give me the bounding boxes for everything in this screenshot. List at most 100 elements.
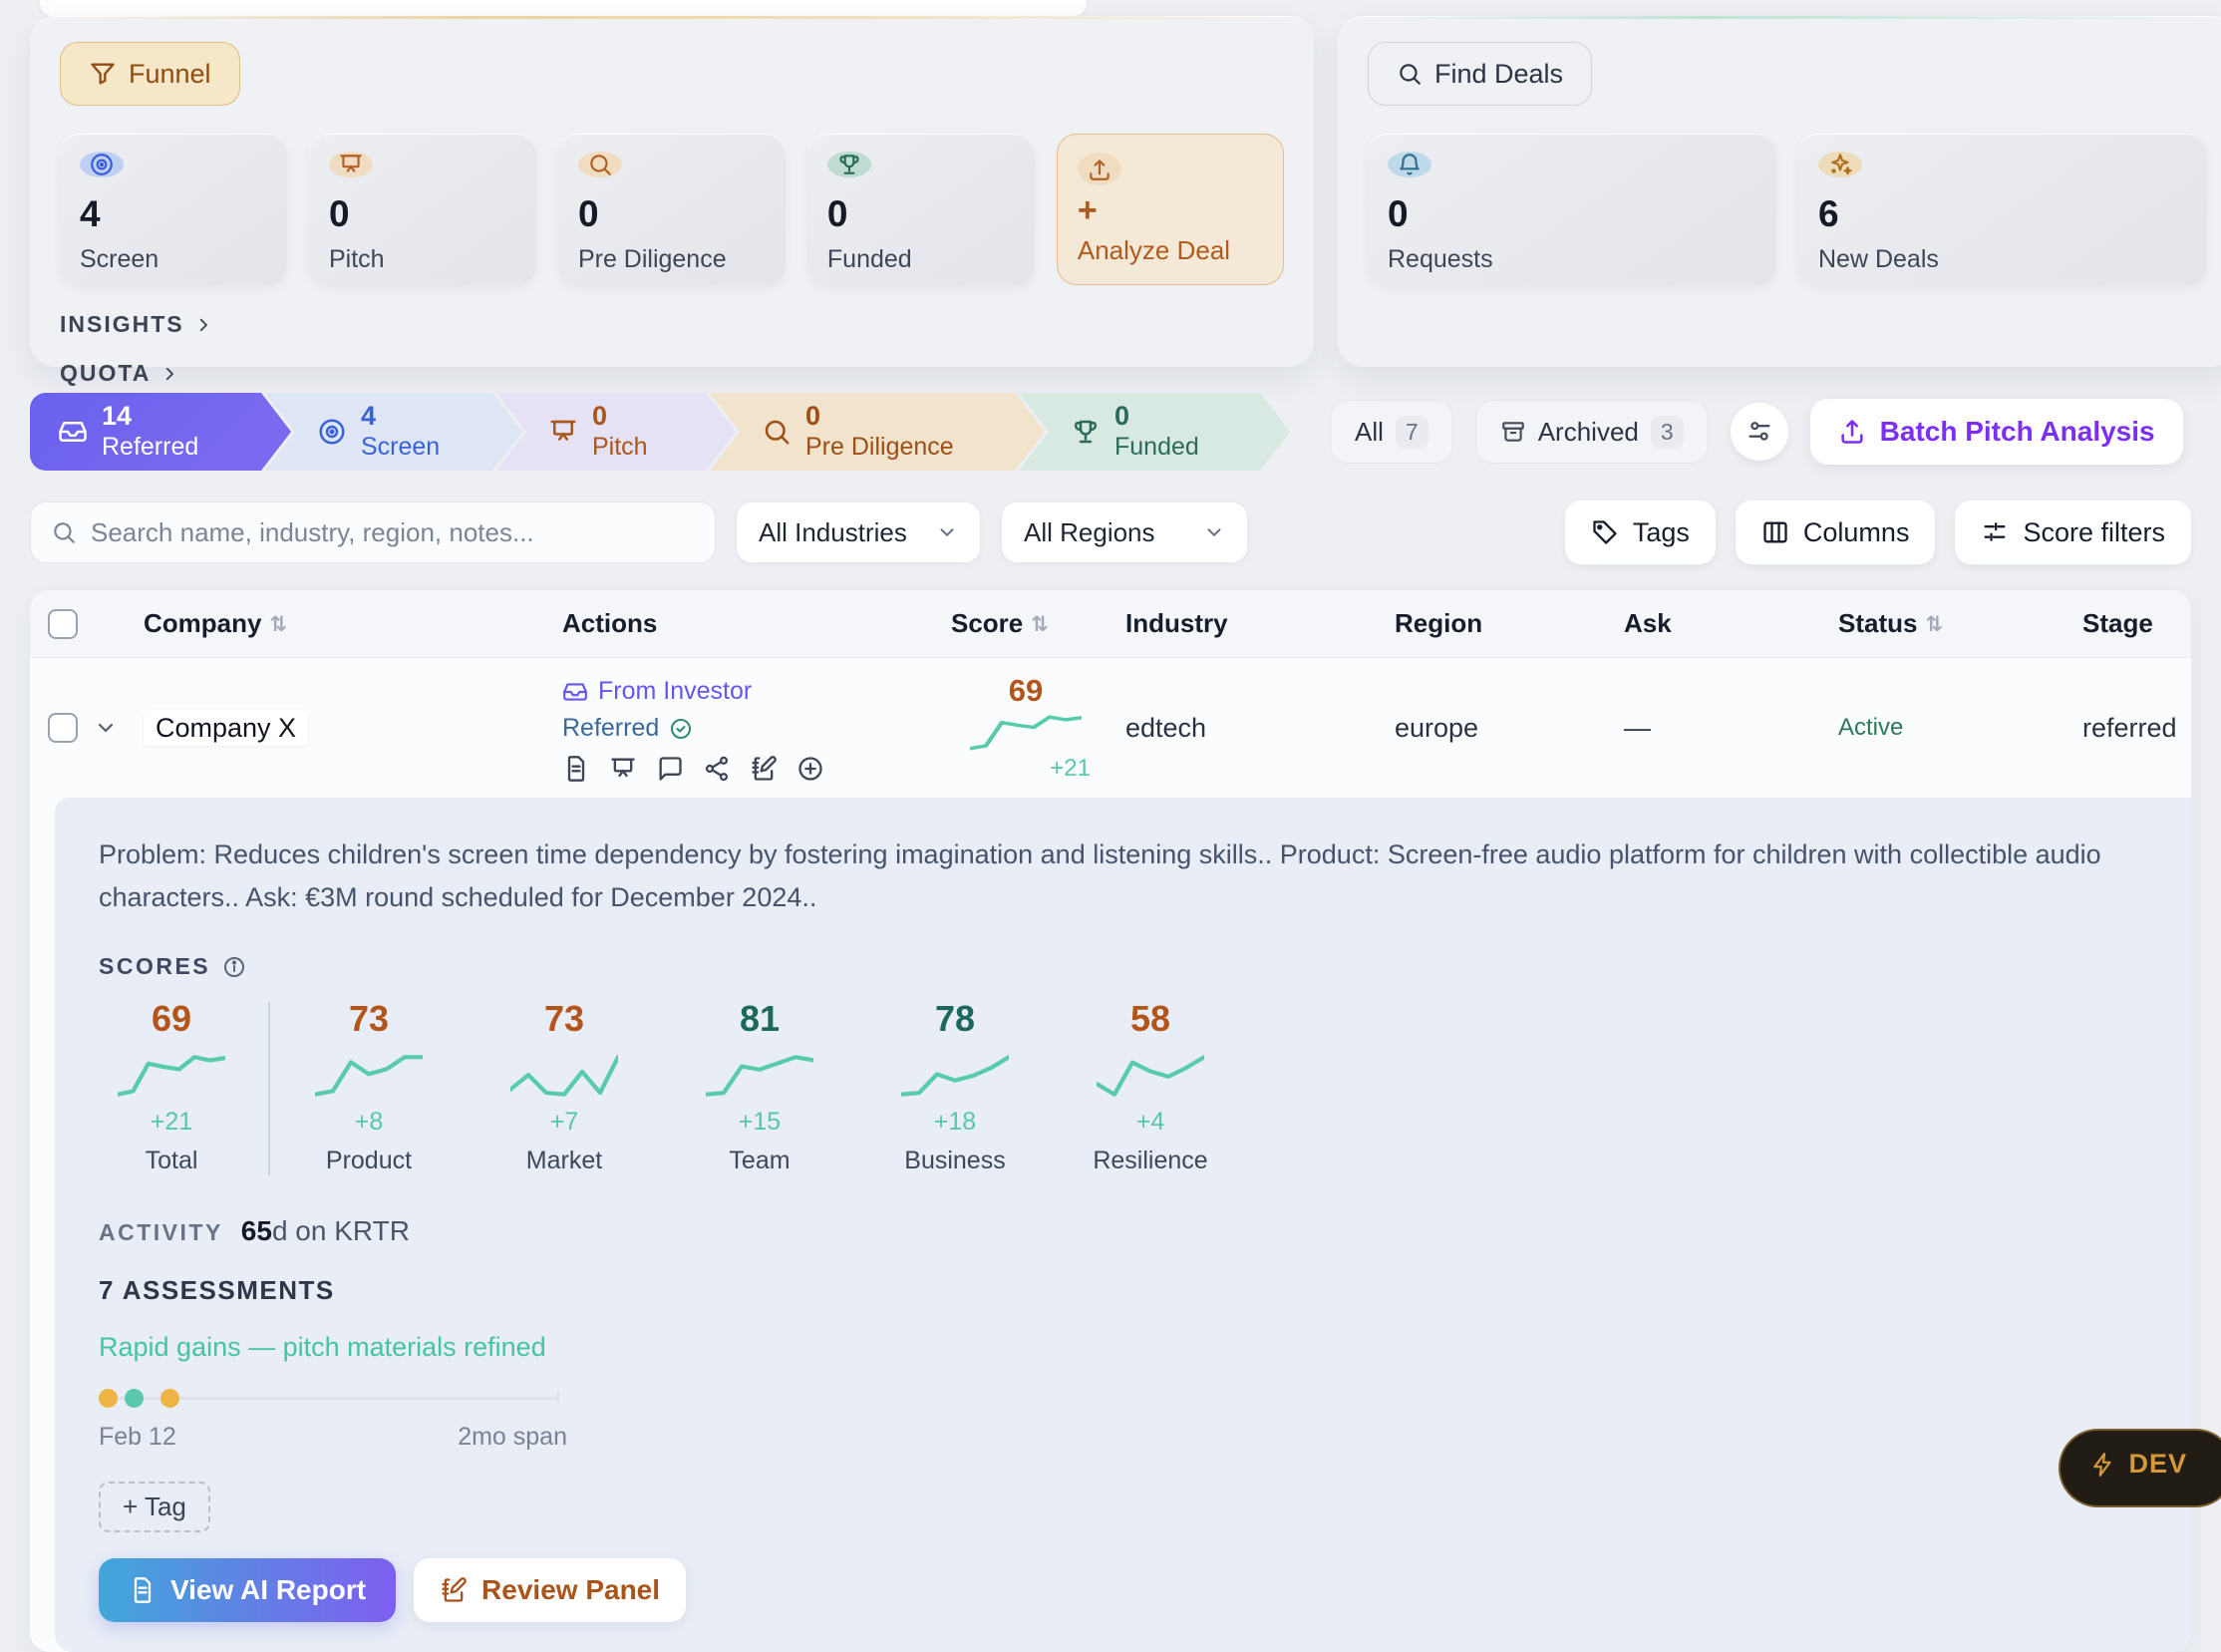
- stat-card-pre-diligence[interactable]: 0 Pre Diligence: [557, 134, 786, 285]
- score-value: 81: [739, 998, 781, 1040]
- tags-button[interactable]: Tags: [1564, 500, 1716, 564]
- find-deals-button[interactable]: Find Deals: [1368, 42, 1593, 106]
- magnifier-icon: [577, 152, 622, 177]
- stat-card-requests[interactable]: 0 Requests: [1368, 134, 1776, 285]
- timeline-start-date: Feb 12: [99, 1423, 176, 1452]
- stage-referred[interactable]: 14 Referred: [30, 393, 291, 471]
- notebook-pen-icon: [440, 1576, 468, 1604]
- filter-all[interactable]: All 7: [1330, 400, 1453, 464]
- view-settings-button[interactable]: [1730, 403, 1788, 461]
- score-label: Product: [325, 1147, 413, 1175]
- sort-icon[interactable]: ⇅: [269, 611, 288, 636]
- column-header-status: Status: [1838, 608, 1918, 638]
- quota-link[interactable]: QUOTA: [60, 360, 178, 387]
- row-checkbox[interactable]: [48, 713, 78, 743]
- notebook-pen-icon[interactable]: [750, 755, 778, 783]
- stage-pitch[interactable]: 0 Pitch: [496, 393, 736, 471]
- search-input[interactable]: [91, 516, 695, 548]
- score-block-product: 73 +8 Product: [296, 998, 442, 1175]
- stat-value: 0: [577, 193, 599, 234]
- score-block-business: 78 +18 Business: [882, 998, 1028, 1175]
- stat-card-new-deals[interactable]: 6 New Deals: [1798, 134, 2207, 285]
- timeline-dot: [160, 1389, 179, 1409]
- stat-label: Funded: [826, 245, 912, 273]
- presentation-icon: [548, 417, 578, 447]
- add-tag-button[interactable]: + Tag: [99, 1482, 210, 1533]
- insights-link[interactable]: INSIGHTS: [60, 311, 212, 338]
- score-cell: 69 +21: [951, 673, 1101, 783]
- bell-icon: [1388, 152, 1431, 177]
- eye-icon: [317, 417, 347, 447]
- share-icon[interactable]: [703, 755, 731, 783]
- score-sparkline: [970, 711, 1082, 755]
- column-header-ask: Ask: [1624, 608, 1672, 638]
- score-value: 69: [1008, 673, 1044, 708]
- score-value: 73: [348, 998, 390, 1040]
- score-sparkline: [706, 1050, 813, 1102]
- industries-dropdown[interactable]: All Industries: [736, 501, 981, 563]
- stat-value: 0: [826, 193, 848, 234]
- from-investor-badge[interactable]: From Investor: [562, 677, 951, 706]
- score-delta: +4: [1135, 1108, 1165, 1137]
- deals-table: Company ⇅ Actions Score ⇅ Industry Region …: [30, 590, 2191, 1652]
- view-ai-report-label: View AI Report: [170, 1574, 367, 1606]
- search-icon: [51, 519, 77, 545]
- search-box: [30, 501, 716, 563]
- score-sparkline: [510, 1050, 618, 1102]
- regions-dropdown[interactable]: All Regions: [1001, 501, 1248, 563]
- regions-dropdown-value: All Regions: [1024, 516, 1155, 547]
- batch-pitch-analysis-label: Batch Pitch Analysis: [1879, 416, 2155, 447]
- assessment-note: Rapid gains — pitch materials refined: [99, 1332, 546, 1363]
- view-ai-report-button[interactable]: View AI Report: [99, 1558, 397, 1623]
- table-header-row: Company ⇅ Actions Score ⇅ Industry Region …: [30, 590, 2191, 658]
- sort-icon[interactable]: ⇅: [1031, 611, 1049, 636]
- ask-cell: —: [1624, 712, 1651, 743]
- dev-mode-badge[interactable]: DEV: [2059, 1429, 2221, 1507]
- score-filters-button[interactable]: Score filters: [1955, 500, 2191, 564]
- stage-pre-diligence[interactable]: 0 Pre Diligence: [710, 393, 1045, 471]
- score-sparkline: [118, 1050, 225, 1102]
- stat-value: 6: [1818, 193, 1839, 234]
- presentation-icon[interactable]: [609, 755, 637, 783]
- score-label: Business: [904, 1147, 1006, 1175]
- sort-icon[interactable]: ⇅: [1925, 611, 1944, 636]
- stat-card-pitch[interactable]: 0 Pitch: [308, 134, 536, 285]
- actions-cell: From Investor Referred: [562, 673, 951, 783]
- filter-archived-label: Archived: [1537, 416, 1639, 447]
- stage-screen[interactable]: 4 Screen: [265, 393, 522, 471]
- review-panel-button[interactable]: Review Panel: [414, 1558, 687, 1623]
- company-name[interactable]: Company X: [144, 709, 309, 746]
- stat-card-funded[interactable]: 0 Funded: [806, 134, 1035, 285]
- stage-count: 0: [1114, 401, 1130, 432]
- batch-pitch-analysis-button[interactable]: Batch Pitch Analysis: [1809, 399, 2183, 465]
- referred-label: Referred: [562, 714, 660, 742]
- activity-label: ACTIVITY: [99, 1219, 223, 1246]
- chevron-right-icon: [160, 365, 178, 383]
- stage-count: 4: [361, 401, 377, 432]
- info-icon[interactable]: [222, 955, 246, 979]
- document-icon[interactable]: [562, 755, 590, 783]
- stat-label: Requests: [1388, 245, 1493, 273]
- funnel-title-pill[interactable]: Funnel: [60, 42, 240, 106]
- score-label: Team: [729, 1147, 791, 1175]
- columns-icon: [1761, 518, 1789, 546]
- eye-icon: [80, 152, 124, 177]
- stat-card-screen[interactable]: 4 Screen: [60, 134, 287, 285]
- select-all-checkbox[interactable]: [48, 608, 78, 639]
- stage-funded[interactable]: 0 Funded: [1019, 393, 1290, 471]
- score-delta: +7: [549, 1108, 579, 1137]
- analyze-deal-button[interactable]: + Analyze Deal: [1056, 134, 1284, 285]
- stage-label: Referred: [102, 433, 199, 462]
- columns-button[interactable]: Columns: [1735, 500, 1936, 564]
- columns-label: Columns: [1802, 516, 1910, 547]
- comment-icon[interactable]: [656, 755, 684, 783]
- plus-circle-icon[interactable]: [796, 755, 824, 783]
- score-delta: +15: [738, 1108, 782, 1137]
- industry-cell: edtech: [1125, 712, 1207, 743]
- filter-archived[interactable]: Archived 3: [1474, 400, 1709, 464]
- scores-title: SCORES: [99, 953, 211, 980]
- funnel-card: Funnel 4 Screen 0 Pitch: [30, 16, 1314, 386]
- activity-days: 65: [240, 1215, 272, 1247]
- collapse-row-chevron-icon[interactable]: [94, 716, 144, 740]
- assessment-timeline: [99, 1389, 559, 1409]
